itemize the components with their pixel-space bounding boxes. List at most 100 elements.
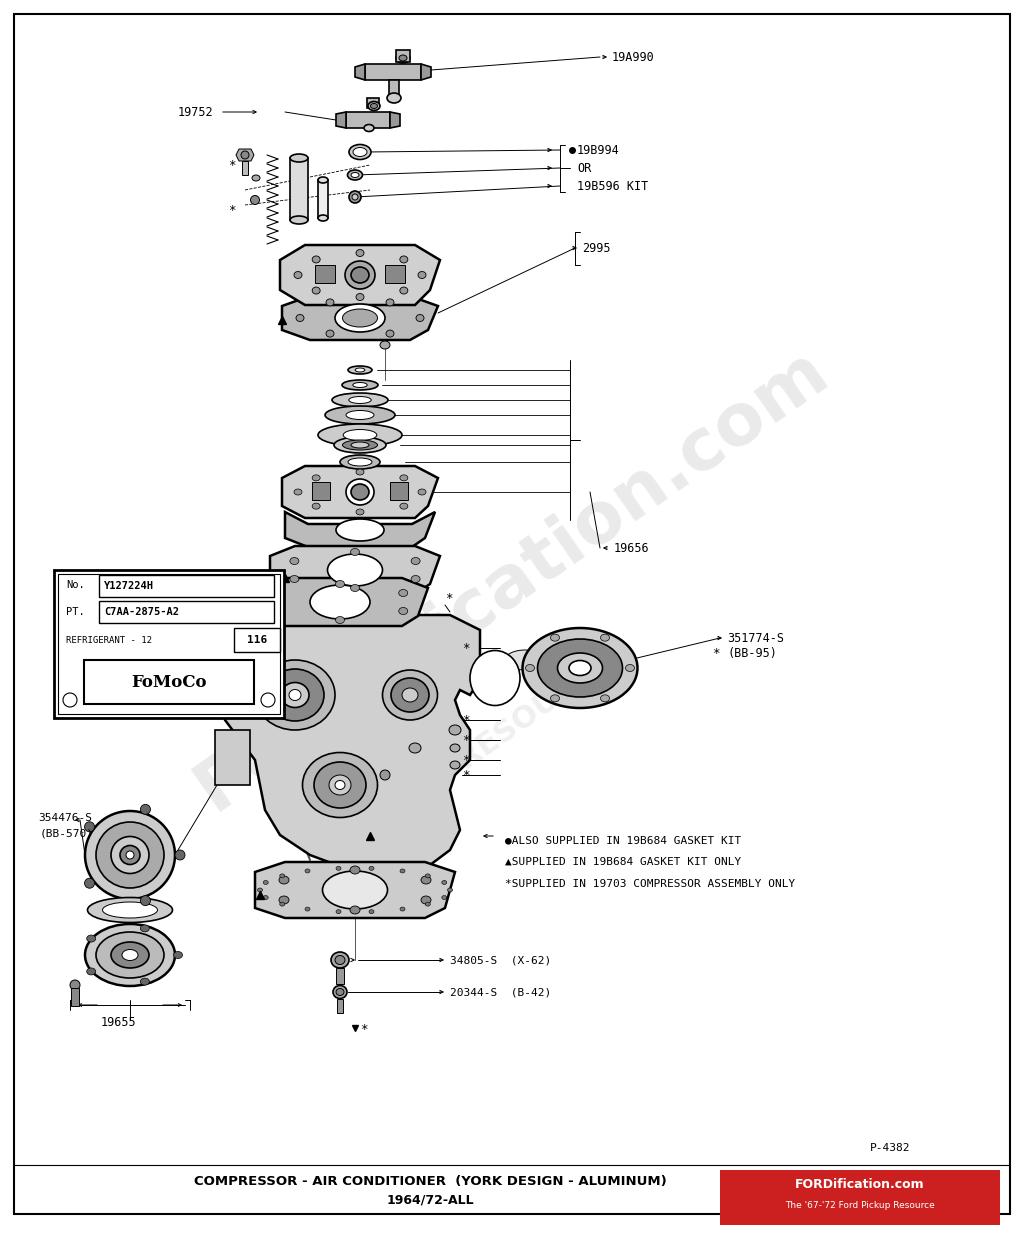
Text: 19A990: 19A990 <box>612 51 654 63</box>
Ellipse shape <box>346 411 374 420</box>
Text: *: * <box>462 641 469 655</box>
Ellipse shape <box>356 509 364 515</box>
Ellipse shape <box>569 661 591 676</box>
Ellipse shape <box>261 693 275 707</box>
Ellipse shape <box>351 267 369 284</box>
Text: FORDification.com: FORDification.com <box>796 1179 925 1191</box>
Ellipse shape <box>342 439 378 449</box>
Polygon shape <box>346 111 390 128</box>
Ellipse shape <box>140 925 150 932</box>
Ellipse shape <box>335 305 385 332</box>
Ellipse shape <box>421 877 431 884</box>
Ellipse shape <box>87 898 172 922</box>
Ellipse shape <box>85 822 94 832</box>
Polygon shape <box>336 111 346 128</box>
Ellipse shape <box>126 851 134 859</box>
Text: COMPRESSOR - AIR CONDITIONER  (YORK DESIGN - ALUMINUM): COMPRESSOR - AIR CONDITIONER (YORK DESIG… <box>194 1176 667 1188</box>
Ellipse shape <box>352 194 358 201</box>
Ellipse shape <box>470 650 520 706</box>
Ellipse shape <box>120 846 140 864</box>
Ellipse shape <box>326 298 334 306</box>
Ellipse shape <box>350 548 359 556</box>
Ellipse shape <box>411 576 420 583</box>
Text: 34805-S  (X-62): 34805-S (X-62) <box>450 954 551 964</box>
Ellipse shape <box>348 458 372 465</box>
Text: *: * <box>462 713 469 727</box>
Text: 1964/72-ALL: 1964/72-ALL <box>386 1193 474 1207</box>
Ellipse shape <box>626 665 635 671</box>
Ellipse shape <box>333 985 347 999</box>
Bar <box>54 569 284 718</box>
Ellipse shape <box>312 287 321 295</box>
Ellipse shape <box>383 670 437 721</box>
Ellipse shape <box>399 256 408 262</box>
Ellipse shape <box>348 366 372 374</box>
Text: PICKUP RESOURCE: PICKUP RESOURCE <box>341 646 620 854</box>
Ellipse shape <box>85 878 94 888</box>
Bar <box>58 574 280 714</box>
Text: 19752: 19752 <box>178 105 214 119</box>
Polygon shape <box>285 513 435 547</box>
Ellipse shape <box>290 215 308 224</box>
Ellipse shape <box>85 924 175 985</box>
Ellipse shape <box>294 489 302 495</box>
Ellipse shape <box>450 744 460 751</box>
Ellipse shape <box>343 430 377 441</box>
Ellipse shape <box>350 906 360 914</box>
Text: C7AA-2875-A2: C7AA-2875-A2 <box>104 607 179 617</box>
Ellipse shape <box>314 763 366 808</box>
Ellipse shape <box>368 102 380 110</box>
Ellipse shape <box>557 652 602 683</box>
Bar <box>720 1170 1000 1224</box>
Ellipse shape <box>364 125 374 131</box>
Ellipse shape <box>326 331 334 337</box>
Ellipse shape <box>122 950 138 961</box>
Ellipse shape <box>255 660 335 730</box>
Ellipse shape <box>347 170 362 180</box>
Text: *: * <box>228 203 236 217</box>
Ellipse shape <box>312 503 321 509</box>
Ellipse shape <box>329 775 351 795</box>
Bar <box>385 265 406 284</box>
Ellipse shape <box>280 874 285 878</box>
Ellipse shape <box>399 475 408 480</box>
Text: P-4382: P-4382 <box>870 1143 910 1153</box>
Ellipse shape <box>336 910 341 914</box>
Ellipse shape <box>399 287 408 295</box>
Ellipse shape <box>600 634 609 641</box>
Ellipse shape <box>441 895 446 900</box>
Bar <box>336 968 344 984</box>
Ellipse shape <box>369 867 374 870</box>
Ellipse shape <box>318 177 328 183</box>
Ellipse shape <box>318 423 402 446</box>
Text: *: * <box>712 646 720 660</box>
Text: No.: No. <box>66 579 85 591</box>
Ellipse shape <box>342 310 378 327</box>
Ellipse shape <box>63 693 77 707</box>
Bar <box>337 999 343 1013</box>
Ellipse shape <box>257 888 262 893</box>
Ellipse shape <box>96 822 164 888</box>
Ellipse shape <box>411 557 420 565</box>
Ellipse shape <box>251 196 259 204</box>
Ellipse shape <box>421 896 431 904</box>
Ellipse shape <box>380 340 390 349</box>
Ellipse shape <box>334 437 386 453</box>
Ellipse shape <box>335 956 345 964</box>
Ellipse shape <box>140 978 150 985</box>
Text: *: * <box>228 158 236 172</box>
Ellipse shape <box>538 639 623 697</box>
Ellipse shape <box>353 383 368 387</box>
Text: 19655: 19655 <box>100 1015 136 1029</box>
Ellipse shape <box>294 271 302 279</box>
Ellipse shape <box>87 968 95 976</box>
Bar <box>99 600 274 623</box>
Ellipse shape <box>111 942 150 968</box>
Ellipse shape <box>336 617 344 624</box>
Text: *SUPPLIED IN 19703 COMPRESSOR ASSEMBLY ONLY: *SUPPLIED IN 19703 COMPRESSOR ASSEMBLY O… <box>505 879 796 889</box>
Ellipse shape <box>350 584 359 592</box>
Polygon shape <box>280 245 440 305</box>
Ellipse shape <box>323 872 387 909</box>
Ellipse shape <box>96 932 164 978</box>
Ellipse shape <box>279 896 289 904</box>
